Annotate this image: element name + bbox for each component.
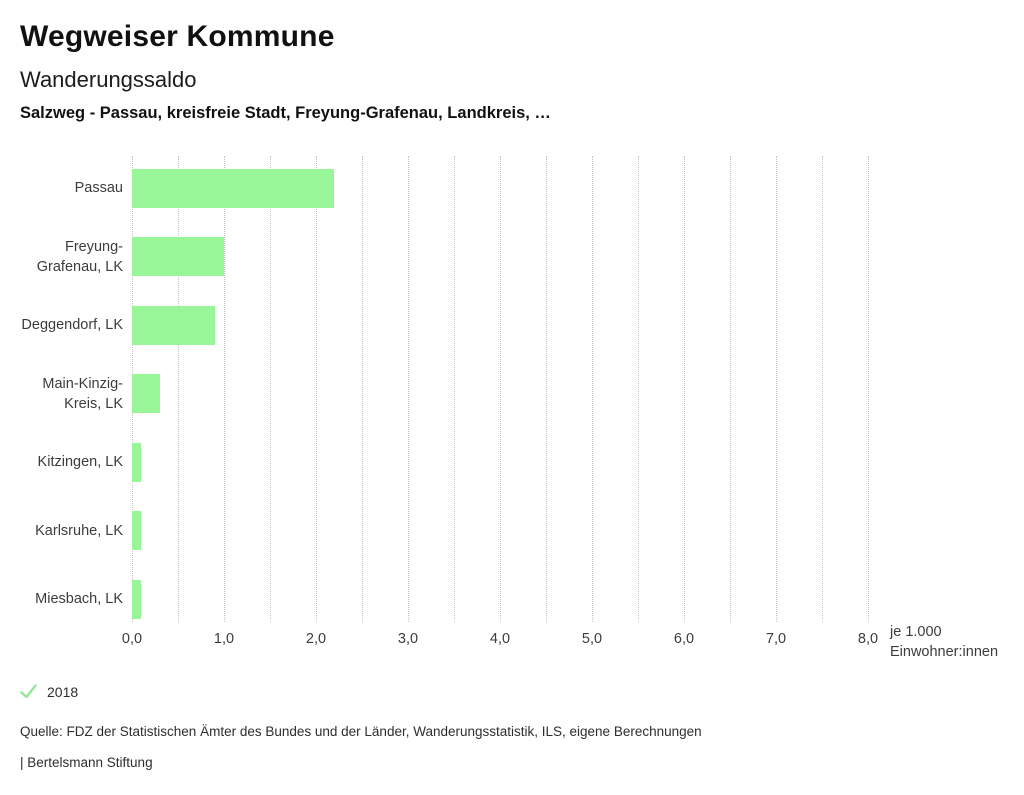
x-tick-label: 7,0 bbox=[765, 631, 787, 647]
category-label: Miesbach, LK bbox=[35, 591, 123, 608]
chart-row: Kitzingen, LK bbox=[38, 428, 868, 497]
chart-row: Karlsruhe, LK bbox=[35, 497, 868, 566]
category-label: Passau bbox=[74, 180, 123, 197]
bar[interactable] bbox=[132, 511, 142, 551]
bar[interactable] bbox=[132, 442, 142, 482]
gridline bbox=[868, 156, 869, 622]
gridline bbox=[684, 156, 685, 622]
bar[interactable] bbox=[132, 168, 335, 208]
chart-row: Freyung- Grafenau, LK bbox=[37, 223, 868, 292]
x-tick-label: 8,0 bbox=[857, 631, 879, 647]
gridline bbox=[638, 156, 639, 622]
page-title: Wegweiser Kommune bbox=[20, 20, 335, 53]
gridline bbox=[316, 156, 317, 622]
chart-title: Wanderungssaldo bbox=[20, 67, 197, 92]
gridline bbox=[224, 156, 225, 622]
bar[interactable] bbox=[132, 579, 142, 619]
legend[interactable]: 2018 bbox=[20, 683, 78, 700]
x-tick-label: 6,0 bbox=[673, 631, 695, 647]
plot-area: Passau Freyung- Grafenau, LK Deggendorf, L… bbox=[21, 154, 869, 622]
legend-label: 2018 bbox=[47, 683, 79, 700]
x-tick-label: 1,0 bbox=[213, 631, 235, 647]
bar[interactable] bbox=[132, 374, 160, 414]
x-tick-label: 2,0 bbox=[305, 631, 327, 647]
chart-row: Miesbach, LK bbox=[35, 565, 868, 634]
gridline bbox=[546, 156, 547, 622]
category-label: Freyung- Grafenau, LK bbox=[36, 238, 123, 275]
gridline bbox=[454, 156, 455, 622]
x-tick-label: 3,0 bbox=[397, 631, 419, 647]
x-tick-label: 0,0 bbox=[121, 631, 143, 647]
category-label: Kitzingen, LK bbox=[37, 454, 123, 471]
gridline bbox=[730, 156, 731, 622]
category-label: Main-Kinzig- Kreis, LK bbox=[42, 375, 123, 412]
x-tick-label: 4,0 bbox=[489, 631, 511, 647]
gridline bbox=[500, 156, 501, 622]
category-label: Karlsruhe, LK bbox=[35, 522, 123, 539]
bar[interactable] bbox=[132, 237, 224, 277]
chart-row: Main-Kinzig- Kreis, LK bbox=[42, 360, 868, 429]
axis-unit-label: je 1.000 Einwohner:innen bbox=[890, 624, 999, 660]
gridline bbox=[822, 156, 823, 622]
gridline bbox=[178, 156, 179, 622]
x-axis: 0,0 1,0 2,0 3,0 4,0 5,0 6,0 7,0 8,0 bbox=[122, 631, 878, 649]
category-label: Deggendorf, LK bbox=[21, 317, 123, 334]
gridline bbox=[362, 156, 363, 622]
chart-row: Passau bbox=[75, 154, 868, 223]
gridline bbox=[270, 156, 271, 622]
x-tick-label: 5,0 bbox=[581, 631, 603, 647]
check-icon bbox=[20, 683, 37, 700]
gridline bbox=[776, 156, 777, 622]
chart-row: Deggendorf, LK bbox=[21, 291, 868, 360]
gridline bbox=[408, 156, 409, 622]
chart-selection-line: Salzweg - Passau, kreisfreie Stadt, Frey… bbox=[20, 104, 551, 122]
bar[interactable] bbox=[132, 305, 215, 345]
branding: | Bertelsmann Stiftung bbox=[20, 755, 153, 770]
gridline bbox=[592, 156, 593, 622]
source-note: Quelle: FDZ der Statistischen Ämter des … bbox=[20, 724, 702, 739]
